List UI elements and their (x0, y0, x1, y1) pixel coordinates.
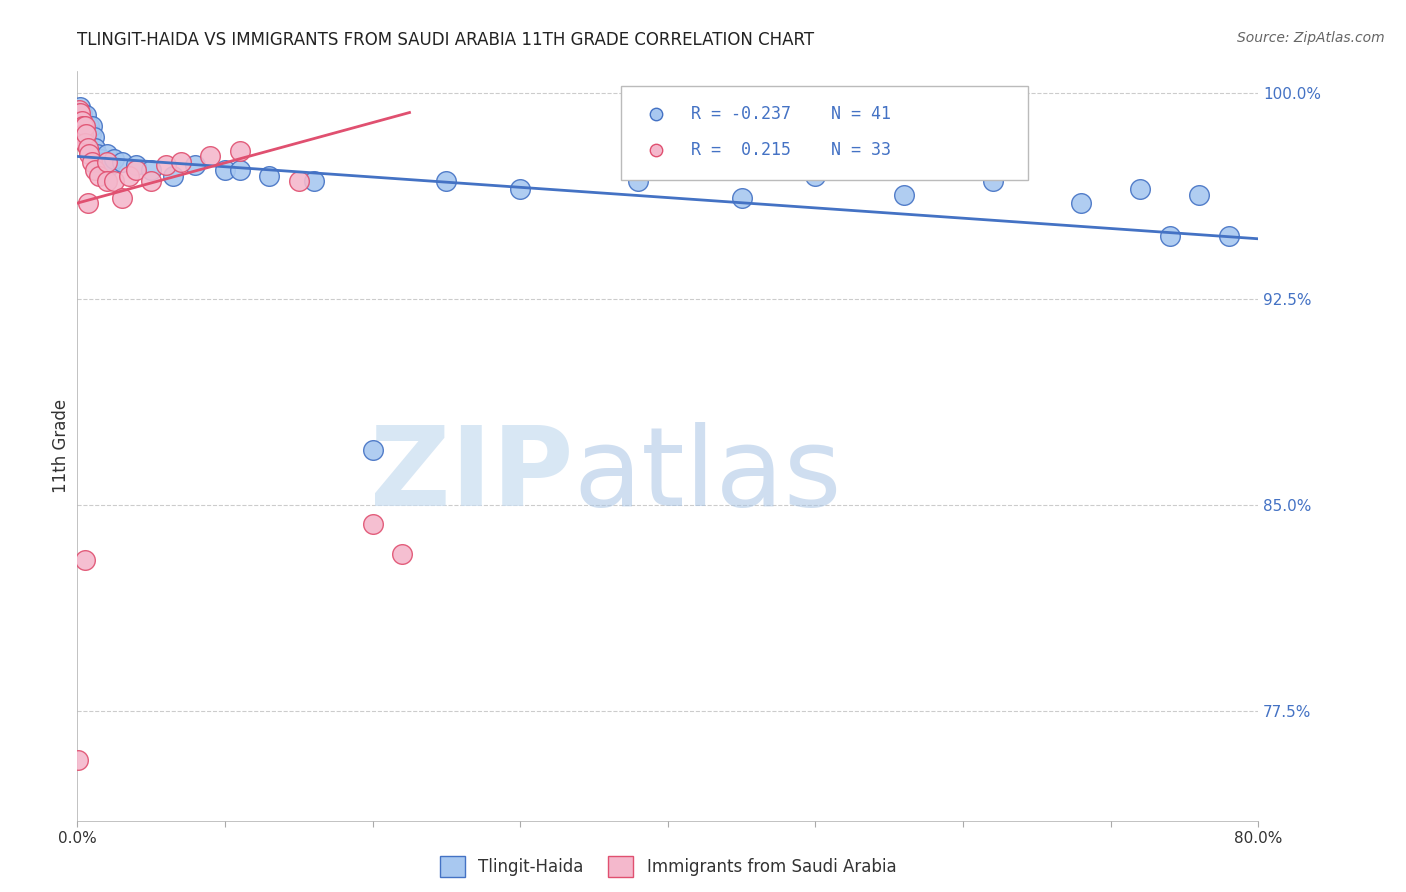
Point (72, 120, 94, 134)
Point (90, 152, 112, 166)
Point (361, 517, 384, 532)
Point (93, 155, 115, 169)
Point (67, 113, 90, 128)
Point (893, 187, 915, 202)
Point (96, 146, 118, 161)
Point (77, 120, 100, 134)
Text: R =  0.215    N = 33: R = 0.215 N = 33 (692, 141, 891, 159)
Point (981, 174, 1004, 188)
Point (1070, 196, 1092, 211)
Point (67, 113, 90, 128)
Point (361, 443, 384, 458)
Point (141, 163, 163, 178)
Point (98, 158, 121, 172)
Text: atlas: atlas (574, 423, 842, 530)
Point (141, 174, 163, 188)
Point (627, 174, 650, 188)
Point (1159, 229, 1181, 244)
Point (804, 169, 827, 183)
Point (288, 174, 311, 188)
Point (76, 141, 98, 155)
Point (1218, 229, 1240, 244)
Point (125, 158, 148, 172)
Point (184, 158, 207, 172)
Point (229, 144, 252, 158)
Point (75, 128, 97, 142)
Point (82, 155, 104, 169)
Point (259, 169, 281, 183)
Text: TLINGIT-HAIDA VS IMMIGRANTS FROM SAUDI ARABIA 11TH GRADE CORRELATION CHART: TLINGIT-HAIDA VS IMMIGRANTS FROM SAUDI A… (77, 31, 814, 49)
Point (1129, 182, 1152, 196)
Text: Source: ZipAtlas.com: Source: ZipAtlas.com (1237, 31, 1385, 45)
Point (229, 163, 252, 178)
Point (70, 120, 93, 134)
Point (103, 152, 125, 166)
Point (72, 128, 94, 142)
Point (84, 163, 107, 178)
Point (118, 169, 141, 183)
Point (509, 182, 531, 196)
Point (111, 155, 132, 169)
Point (69, 105, 91, 120)
Point (70, 105, 93, 120)
Point (790, 375, 813, 389)
Point (70, 113, 93, 128)
Point (76, 196, 98, 211)
Point (73, 553, 96, 567)
Point (162, 169, 184, 183)
Point (170, 155, 193, 169)
Point (111, 191, 132, 205)
Text: R = -0.237    N = 41: R = -0.237 N = 41 (692, 105, 891, 123)
Point (82, 120, 104, 134)
Point (214, 163, 236, 178)
Point (72, 113, 94, 128)
Point (79, 128, 101, 142)
Point (67, 103, 90, 117)
Point (69, 113, 91, 128)
Point (89, 155, 111, 169)
Point (77, 146, 100, 161)
Point (155, 158, 177, 172)
Point (103, 174, 125, 188)
Point (86, 146, 108, 161)
Point (73, 136, 96, 150)
Legend: Tlingit-Haida, Immigrants from Saudi Arabia: Tlingit-Haida, Immigrants from Saudi Ara… (433, 850, 903, 883)
Point (96, 174, 118, 188)
FancyBboxPatch shape (620, 87, 1028, 180)
Point (391, 548, 413, 562)
Point (67, 753, 90, 767)
Point (89, 169, 111, 183)
Point (731, 191, 754, 205)
Point (83, 130, 105, 145)
Point (302, 174, 325, 188)
Point (69, 100, 91, 114)
Point (436, 174, 458, 188)
Point (790, 243, 813, 257)
Point (84, 141, 107, 155)
Point (73, 120, 96, 134)
Point (76, 125, 98, 139)
Point (1188, 187, 1211, 202)
Point (200, 149, 222, 163)
Y-axis label: 11th Grade: 11th Grade (52, 399, 70, 493)
Text: ZIP: ZIP (370, 423, 574, 530)
Point (75, 108, 97, 122)
Point (73, 120, 96, 134)
Point (96, 155, 118, 169)
Point (125, 163, 148, 178)
